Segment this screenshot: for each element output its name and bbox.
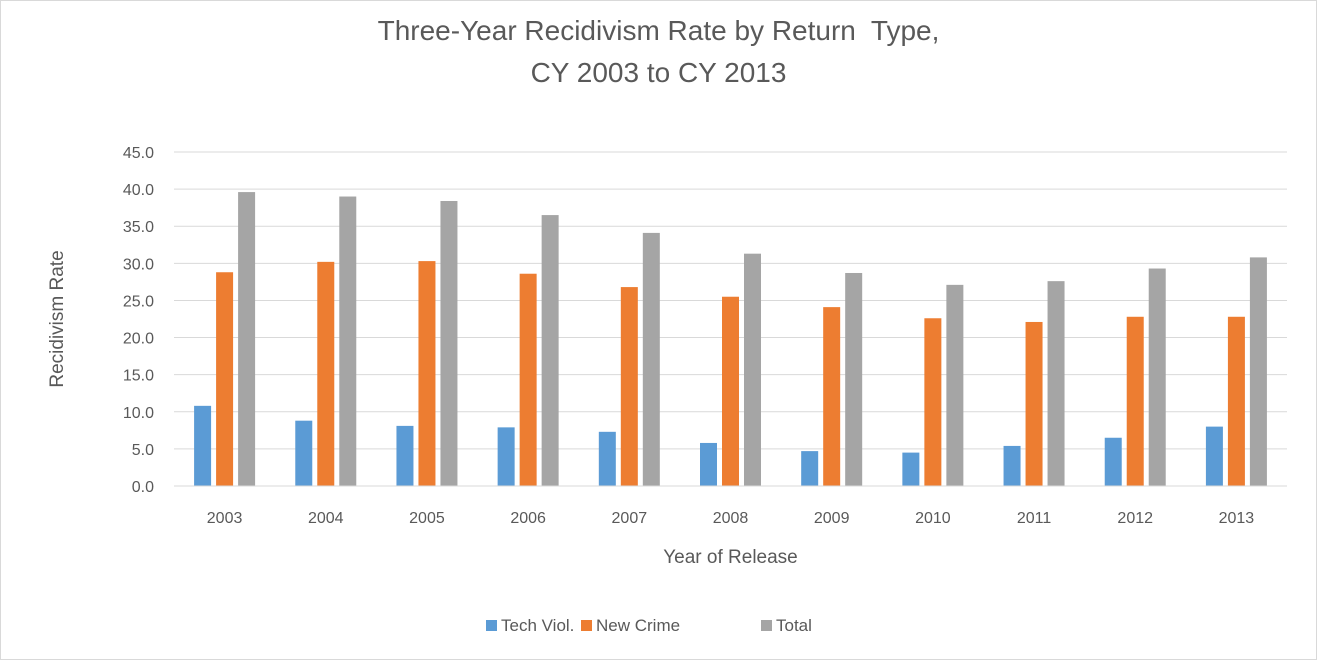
y-tick-label: 10.0 (123, 405, 154, 422)
x-tick-label: 2005 (409, 510, 445, 527)
x-tick-label: 2009 (814, 510, 850, 527)
x-tick-label: 2007 (612, 510, 648, 527)
bar-tech-viol-2007 (598, 431, 616, 486)
bar-total-2004 (339, 196, 357, 487)
bar-tech-viol-2008 (700, 442, 717, 486)
y-tick-label: 30.0 (123, 256, 154, 273)
x-tick-label: 2011 (1017, 510, 1052, 527)
bar-new-crime-2005 (418, 261, 436, 486)
y-tick-label: 45.0 (123, 145, 154, 162)
chart-title-line-2: CY 2003 to CY 2013 (530, 57, 787, 88)
bar-new-crime-2008 (722, 296, 739, 486)
bar-total-2010 (946, 284, 964, 486)
y-tick-label: 0.0 (132, 479, 154, 496)
bar-total-2007 (642, 232, 660, 486)
x-tick-label: 2012 (1117, 510, 1153, 527)
x-tick-label: 2008 (713, 510, 749, 527)
bar-tech-viol-2004 (295, 420, 313, 486)
bar-new-crime-2009 (823, 307, 841, 486)
bar-tech-viol-2011 (1003, 445, 1021, 486)
y-tick-label: 40.0 (123, 182, 154, 199)
bar-total-2003 (238, 192, 256, 486)
chart-title-line-1: Three-Year Recidivism Rate by Return Typ… (377, 15, 940, 46)
bar-total-2013 (1249, 257, 1267, 486)
legend-label: New Crime (596, 616, 680, 635)
bar-new-crime-2007 (620, 287, 638, 486)
x-tick-label: 2004 (308, 510, 344, 527)
legend-label: Tech Viol. (501, 616, 574, 635)
x-axis-ticks: 2003 2004 2005 2006 2007 2008 2009 2010 2011 2012… (207, 510, 1255, 527)
x-tick-label: 2006 (510, 510, 546, 527)
bar-new-crime-2013 (1227, 316, 1245, 486)
y-axis-label: Recidivism Rate (47, 250, 68, 387)
bar-new-crime-2006 (519, 273, 537, 486)
bar-total-2008 (744, 253, 761, 486)
legend: Tech Viol. New Crime Total (486, 616, 812, 635)
bar-new-crime-2004 (317, 261, 335, 486)
y-axis-ticks: 0.0 5.0 10.0 15.0 20.0 25.0 30.0 35.0 40.0 45.0 (123, 145, 154, 496)
bar-new-crime-2012 (1126, 316, 1144, 486)
bar-total-2006 (541, 215, 559, 487)
x-tick-label: 2010 (915, 510, 951, 527)
bar-tech-viol-2012 (1104, 437, 1122, 486)
bar-total-2009 (845, 272, 863, 486)
bar-total-2005 (440, 200, 458, 486)
y-tick-label: 5.0 (132, 442, 154, 459)
legend-swatch (761, 620, 772, 631)
chart-title: Three-Year Recidivism Rate by Return Typ… (0, 10, 1317, 94)
y-tick-label: 35.0 (123, 219, 154, 236)
bar-new-crime-2011 (1025, 321, 1043, 486)
bar-tech-viol-2005 (396, 425, 414, 486)
x-tick-label: 2003 (207, 510, 243, 527)
y-tick-label: 20.0 (123, 331, 154, 348)
bar-tech-viol-2006 (497, 427, 515, 486)
bar-tech-viol-2009 (801, 451, 819, 486)
bar-tech-viol-2010 (902, 452, 920, 486)
bar-total-2012 (1148, 268, 1166, 486)
legend-label: Total (776, 616, 812, 635)
legend-swatch (486, 620, 497, 631)
bar-new-crime-2010 (924, 318, 942, 486)
y-tick-label: 25.0 (123, 293, 154, 310)
x-axis-label: Year of Release (663, 547, 798, 568)
bar-tech-viol-2003 (194, 405, 212, 486)
bars (194, 192, 1267, 487)
bar-new-crime-2003 (216, 272, 234, 486)
bar-tech-viol-2013 (1205, 426, 1223, 486)
y-tick-label: 15.0 (123, 368, 154, 385)
bar-total-2011 (1047, 281, 1065, 486)
x-tick-label: 2013 (1219, 510, 1255, 527)
legend-swatch (581, 620, 592, 631)
